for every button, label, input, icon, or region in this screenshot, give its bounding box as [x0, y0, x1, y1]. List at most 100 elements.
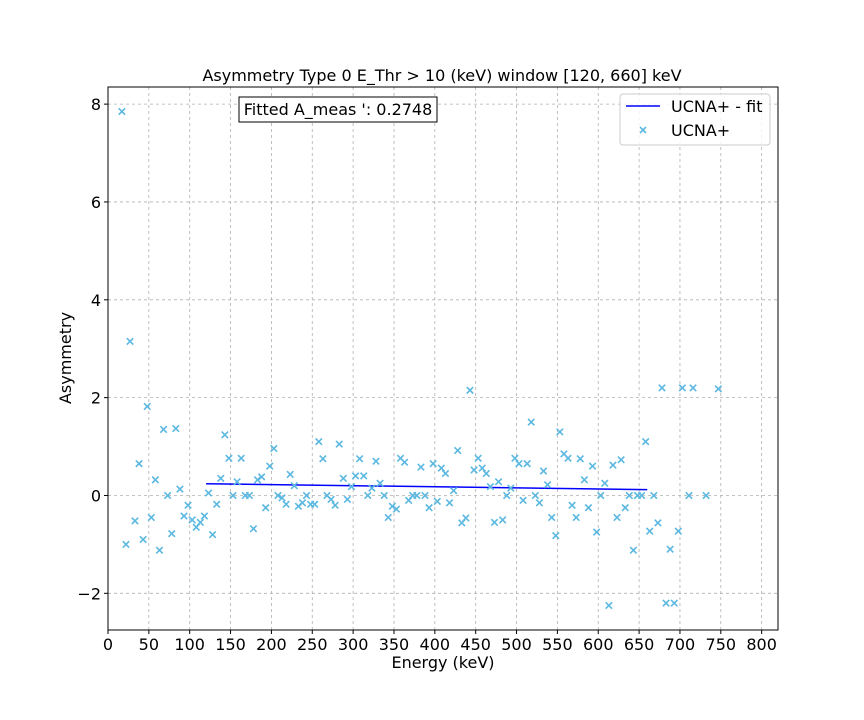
data-point: [609, 461, 617, 469]
data-point: [543, 480, 552, 489]
data-point: [139, 535, 147, 544]
data-point: [429, 459, 437, 468]
data-point: [551, 531, 560, 540]
data-point: [364, 491, 372, 500]
data-point: [319, 455, 327, 463]
data-point: [298, 499, 307, 507]
x-tick-label: 500: [501, 635, 532, 654]
data-point: [221, 431, 229, 439]
y-tick-label: 2: [91, 389, 101, 408]
y-tick-label: 4: [91, 291, 101, 310]
legend-points-swatch: [639, 126, 647, 134]
x-tick-label: 650: [624, 635, 655, 654]
data-point: [196, 518, 205, 527]
data-point: [355, 455, 364, 463]
data-point: [229, 491, 237, 500]
data-point: [482, 469, 491, 478]
x-tick-label: 450: [460, 635, 491, 654]
data-point: [155, 546, 164, 555]
fit-series: [206, 482, 648, 491]
data-point: [678, 384, 687, 392]
data-point: [498, 516, 507, 524]
x-tick-label: 0: [103, 635, 113, 654]
data-point: [584, 503, 593, 512]
data-point: [118, 107, 126, 116]
data-point: [445, 499, 454, 507]
data-points: [118, 107, 723, 610]
legend-fit-label: UCNA+ - fit: [671, 97, 763, 116]
data-point: [685, 491, 693, 500]
data-point: [253, 476, 262, 484]
data-point: [515, 459, 523, 468]
data-point: [601, 479, 609, 488]
data-point: [188, 516, 196, 524]
data-point: [625, 491, 634, 500]
data-point: [347, 482, 356, 491]
data-point: [237, 454, 245, 463]
data-point: [376, 479, 384, 488]
x-tick-label: 600: [583, 635, 614, 654]
data-point: [621, 503, 629, 512]
data-point: [122, 540, 130, 549]
data-point: [343, 495, 352, 504]
data-point: [441, 469, 450, 478]
data-point: [147, 513, 156, 522]
x-axis-label: Energy (keV): [391, 653, 494, 672]
data-point: [310, 500, 319, 509]
data-point: [535, 499, 544, 507]
data-point: [588, 462, 597, 470]
data-point: [204, 489, 213, 497]
data-point: [470, 466, 478, 474]
data-point: [257, 473, 266, 481]
data-point: [507, 484, 515, 492]
data-point: [172, 424, 180, 433]
data-point: [666, 545, 674, 554]
data-point: [151, 476, 160, 484]
data-point: [163, 491, 172, 500]
data-point: [143, 402, 151, 411]
data-point: [658, 384, 666, 392]
data-point: [290, 481, 299, 490]
data-point: [266, 462, 274, 470]
data-point: [637, 491, 646, 500]
data-point: [135, 459, 143, 468]
x-axis: 0 50 100 150 200 250 300 350 400 450 500 550 600 650 7…: [103, 630, 777, 654]
data-point: [413, 491, 421, 500]
data-point: [437, 464, 446, 472]
data-point: [539, 467, 548, 475]
data-point: [200, 512, 209, 520]
data-point: [225, 454, 233, 463]
data-point: [216, 474, 225, 483]
legend: UCNA+ - fit UCNA+: [619, 93, 771, 146]
y-axis: −2 0 2 4 6 8: [77, 95, 108, 603]
data-point: [702, 491, 710, 500]
data-point: [282, 500, 290, 509]
x-tick-label: 100: [174, 635, 205, 654]
x-tick-label: 550: [542, 635, 573, 654]
data-point: [519, 496, 527, 505]
data-point: [425, 503, 433, 512]
chart-title: Asymmetry Type 0 E_Thr > 10 (keV) window…: [202, 66, 681, 86]
data-point: [580, 476, 589, 484]
data-point: [462, 514, 470, 522]
data-point: [359, 472, 368, 480]
data-point: [486, 482, 495, 491]
x-tick-label: 750: [706, 635, 737, 654]
data-point: [302, 491, 311, 500]
data-point: [270, 444, 278, 453]
data-point: [556, 428, 564, 436]
data-point: [208, 530, 217, 539]
data-point: [714, 385, 723, 393]
annotation-text: Fitted A_meas ': 0.2748: [244, 100, 433, 120]
data-point: [126, 337, 134, 346]
data-point: [315, 437, 323, 446]
x-tick-label: 350: [379, 635, 410, 654]
data-point: [372, 457, 380, 465]
data-point: [392, 505, 401, 513]
x-tick-label: 200: [256, 635, 287, 654]
data-point: [331, 501, 339, 510]
data-point: [592, 528, 601, 536]
x-tick-label: 50: [139, 635, 159, 654]
data-point: [449, 486, 458, 495]
data-point: [167, 529, 176, 538]
